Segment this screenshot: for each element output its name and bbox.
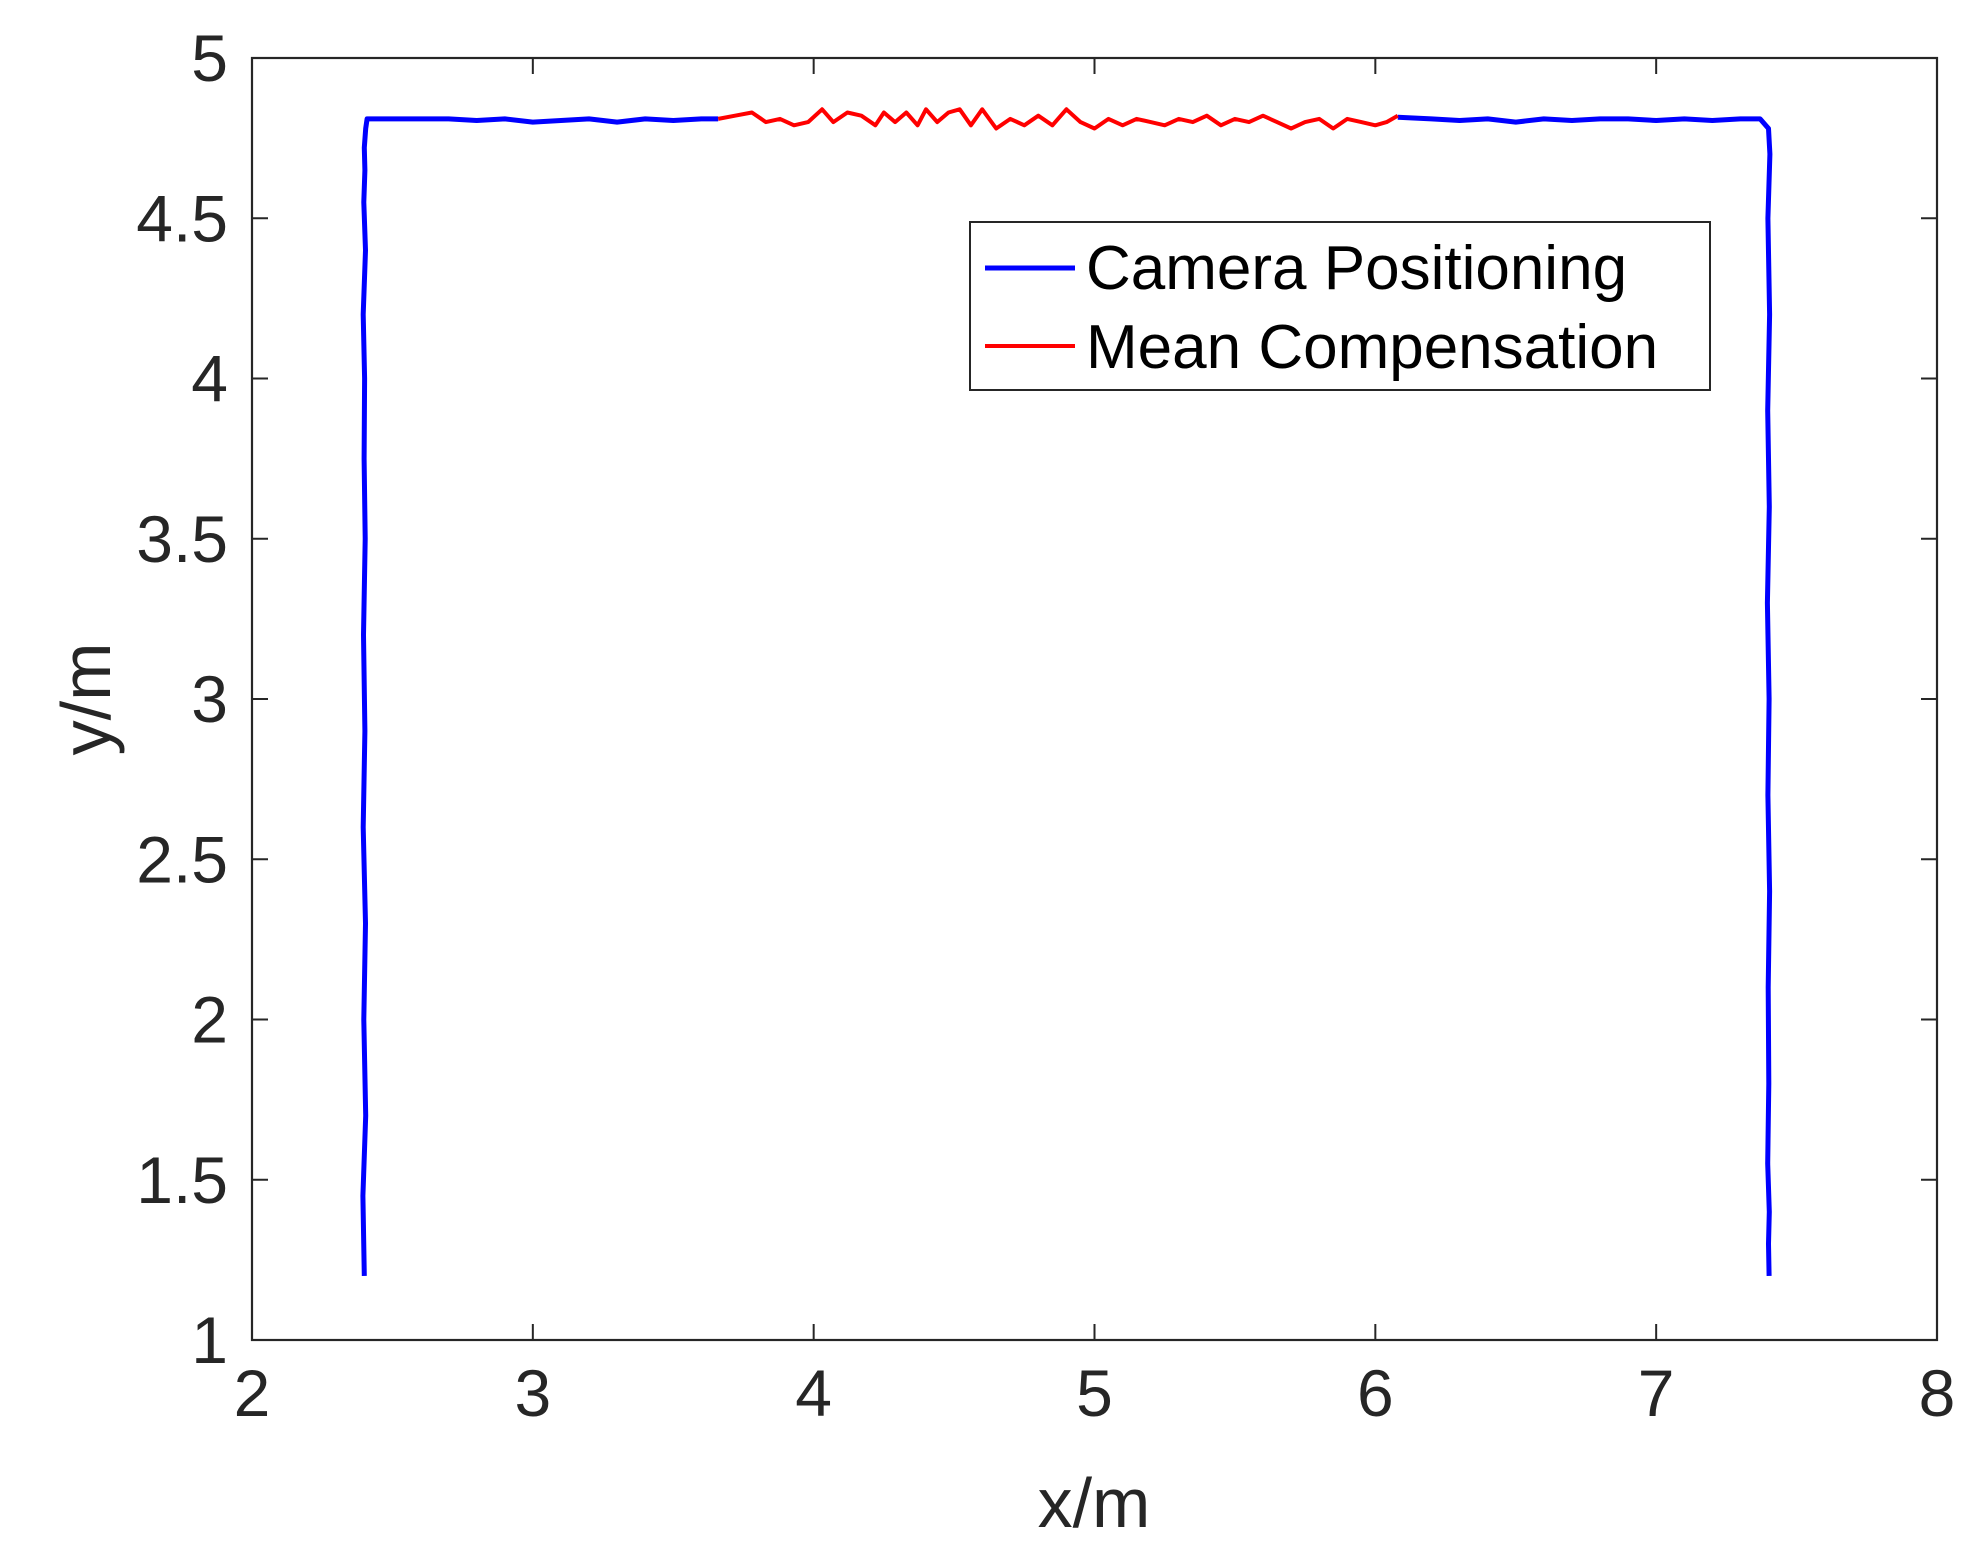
- plot-data: [360, 107, 1773, 1276]
- y-tick-label: 4.5: [136, 181, 228, 255]
- y-tick-label: 4: [191, 342, 228, 416]
- x-tick-label: 6: [1357, 1356, 1394, 1430]
- series-line-camera-positioning: [360, 116, 719, 1276]
- legend-label-camera-positioning: Camera Positioning: [1086, 234, 1627, 303]
- x-tick-label: 4: [795, 1356, 832, 1430]
- x-tick-label: 5: [1076, 1356, 1113, 1430]
- series-line-mean-compensation: [717, 107, 1399, 131]
- legend-label-mean-compensation: Mean Compensation: [1086, 313, 1658, 382]
- legend-box: [969, 221, 1711, 391]
- y-axis-title: y/m: [47, 643, 125, 756]
- x-tick-label: 2: [234, 1356, 271, 1430]
- x-tick-label: 8: [1919, 1356, 1956, 1430]
- x-tick-label: 7: [1638, 1356, 1675, 1430]
- y-tick-label: 1: [191, 1303, 228, 1377]
- series-line-camera-positioning: [1397, 114, 1773, 1276]
- y-tick-label: 5: [191, 21, 228, 95]
- y-tick-label: 2.5: [136, 822, 228, 896]
- y-axis: 1 1.5 2 2.5 3 3.5 4 4.5 5: [136, 21, 1937, 1377]
- x-tick-label: 3: [514, 1356, 551, 1430]
- y-tick-label: 1.5: [136, 1143, 228, 1217]
- x-axis-title: x/m: [1038, 1464, 1151, 1542]
- y-tick-label: 3.5: [136, 502, 228, 576]
- y-tick-label: 2: [191, 983, 228, 1057]
- y-tick-label: 3: [191, 662, 228, 736]
- legend: Camera Positioning Mean Compensation: [969, 221, 1711, 391]
- x-axis: 2 3 4 5 6 7 8: [234, 58, 1956, 1430]
